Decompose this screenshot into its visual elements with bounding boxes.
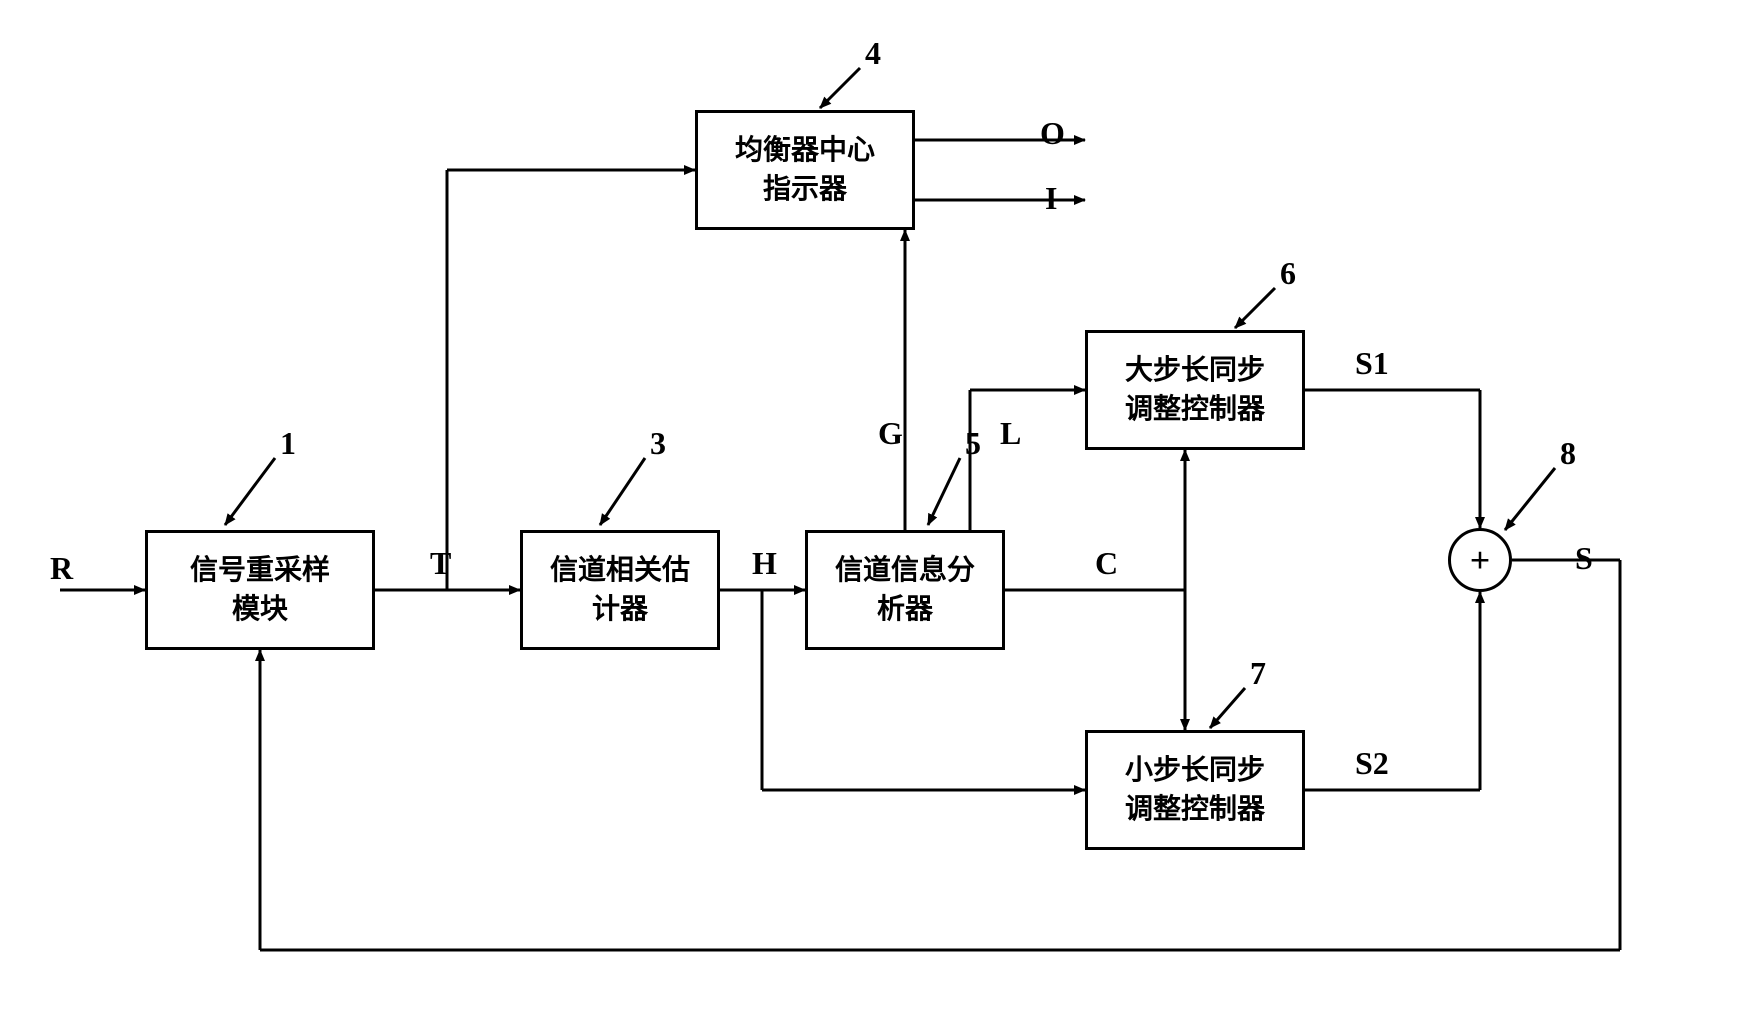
ref-5: 5 <box>965 425 981 462</box>
sig-S: S <box>1575 540 1593 577</box>
block-text: 均衡器中心 <box>735 131 875 170</box>
block-channel-analyze: 信道信息分 析器 <box>805 530 1005 650</box>
block-resample: 信号重采样 模块 <box>145 530 375 650</box>
block-text: 模块 <box>232 590 288 629</box>
block-channel-est: 信道相关估 计器 <box>520 530 720 650</box>
block-text: 析器 <box>877 590 933 629</box>
sig-S2: S2 <box>1355 745 1389 782</box>
sig-I: I <box>1045 180 1057 217</box>
sig-S1: S1 <box>1355 345 1389 382</box>
block-text: 大步长同步 <box>1125 351 1265 390</box>
block-text: 调整控制器 <box>1125 390 1265 429</box>
block-large-step: 大步长同步 调整控制器 <box>1085 330 1305 450</box>
block-text: 信道相关估 <box>550 551 690 590</box>
block-small-step: 小步长同步 调整控制器 <box>1085 730 1305 850</box>
sig-O: O <box>1040 115 1065 152</box>
block-text: 调整控制器 <box>1125 790 1265 829</box>
sig-H: H <box>752 545 777 582</box>
ref-1: 1 <box>280 425 296 462</box>
ref-8: 8 <box>1560 435 1576 472</box>
block-text: 信道信息分 <box>835 551 975 590</box>
block-text: 指示器 <box>763 170 847 209</box>
ref-7: 7 <box>1250 655 1266 692</box>
ref-6: 6 <box>1280 255 1296 292</box>
sig-G: G <box>878 415 903 452</box>
sig-T: T <box>430 545 451 582</box>
block-text: 信号重采样 <box>190 551 330 590</box>
adder-node: + <box>1448 528 1512 592</box>
sig-R: R <box>50 550 73 587</box>
block-text: 计器 <box>592 590 648 629</box>
ref-4: 4 <box>865 35 881 72</box>
block-text: 小步长同步 <box>1125 751 1265 790</box>
sig-L: L <box>1000 415 1021 452</box>
sig-C: C <box>1095 545 1118 582</box>
ref-3: 3 <box>650 425 666 462</box>
block-equalizer-ind: 均衡器中心 指示器 <box>695 110 915 230</box>
adder-symbol: + <box>1470 539 1491 581</box>
